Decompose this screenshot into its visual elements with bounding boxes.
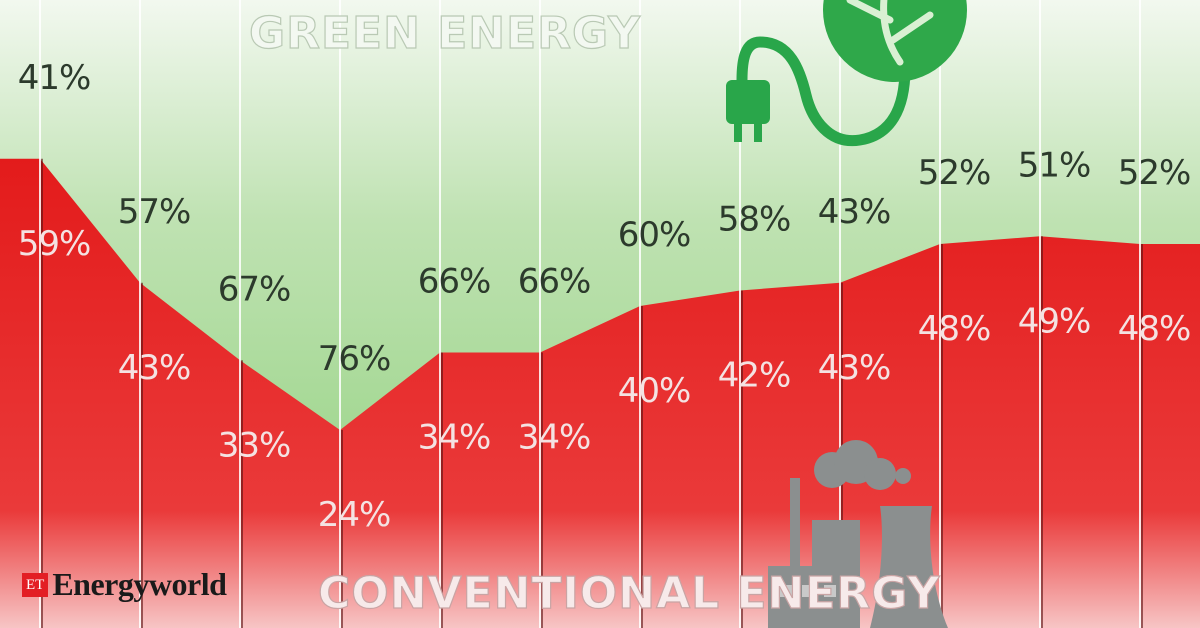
conventional-share-label: 34% <box>518 418 591 458</box>
conventional-share-label: 48% <box>1118 309 1191 349</box>
brand-name: Energyworld <box>52 566 227 602</box>
conventional-share-label: 43% <box>118 348 191 388</box>
green-share-label: 67% <box>218 269 291 309</box>
green-leaf-plug-icon <box>726 0 967 147</box>
energyworld-logo: ET Energyworld <box>22 566 227 603</box>
green-energy-labels: 41% 57% 67% 76% 66% 66% 60% 58% 43% 52% 51% 52% <box>18 58 1192 379</box>
conventional-share-label: 33% <box>218 425 291 465</box>
power-plant-factory-icon <box>768 440 948 628</box>
green-share-label: 52% <box>1118 153 1191 193</box>
green-share-label: 66% <box>418 262 491 302</box>
green-share-label: 51% <box>1018 145 1091 185</box>
conventional-share-label: 24% <box>318 495 391 535</box>
conventional-share-label: 48% <box>918 309 991 349</box>
conventional-energy-title: CONVENTIONAL ENERGY <box>318 568 940 619</box>
green-share-label: 58% <box>718 200 791 240</box>
green-share-label: 57% <box>118 192 191 232</box>
green-share-label: 76% <box>318 339 391 379</box>
green-share-label: 66% <box>518 262 591 302</box>
conventional-share-label: 43% <box>818 348 891 388</box>
conventional-share-label: 49% <box>1018 301 1091 341</box>
conventional-share-label: 42% <box>718 356 791 396</box>
conventional-share-label: 59% <box>18 224 91 264</box>
green-share-label: 60% <box>618 215 691 255</box>
green-share-label: 43% <box>818 192 891 232</box>
et-badge: ET <box>22 572 49 597</box>
conventional-energy-labels: 59% 43% 33% 24% 34% 34% 40% 42% 43% 48% 49% 48% <box>18 224 1192 535</box>
conventional-share-label: 34% <box>418 418 491 458</box>
conventional-share-label: 40% <box>618 371 691 411</box>
chart-title: GREEN ENERGY <box>249 8 641 59</box>
green-share-label: 41% <box>18 58 91 98</box>
green-share-label: 52% <box>918 153 991 193</box>
